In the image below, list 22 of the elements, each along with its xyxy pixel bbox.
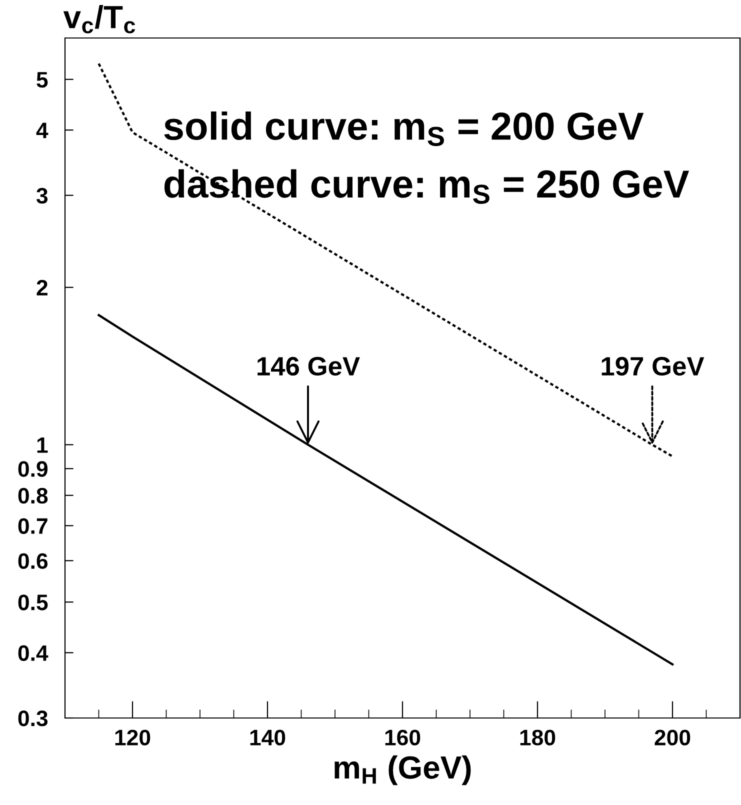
y-tick-label: 0.9 <box>18 461 48 477</box>
y-tick-label: 0.7 <box>18 518 48 534</box>
y-tick-label: 1 <box>37 437 48 453</box>
y-tick-label: 0.3 <box>18 710 48 726</box>
annotation: 146 GeV <box>258 356 360 376</box>
y-tick-label: 0.6 <box>18 553 48 569</box>
x-tick-label: 180 <box>520 730 556 746</box>
y-tick-label: 5 <box>36 72 48 88</box>
annotation: 197 GeV <box>602 356 704 376</box>
y-tick-label: 0.5 <box>18 594 48 610</box>
x-tick-label: 160 <box>385 730 420 746</box>
x-axis-title: m$_{H}$ (GeV) <box>334 755 471 786</box>
y-axis-title: v$_{c}$/T$_{c}$ <box>63 4 136 34</box>
y-tick-label: 3 <box>36 188 48 204</box>
y-tick-label: 0.8 <box>18 488 48 504</box>
y-tick-label: 2 <box>36 280 48 296</box>
x-tick-label: 120 <box>115 730 150 746</box>
x-tick-label: 140 <box>250 730 286 746</box>
y-tick-label: 4 <box>36 122 48 138</box>
annotation: solid curve: m$_{S}$ = 200 GeV <box>164 111 644 146</box>
y-tick-label: 0.4 <box>18 645 48 661</box>
x-tick-label: 200 <box>654 730 690 746</box>
